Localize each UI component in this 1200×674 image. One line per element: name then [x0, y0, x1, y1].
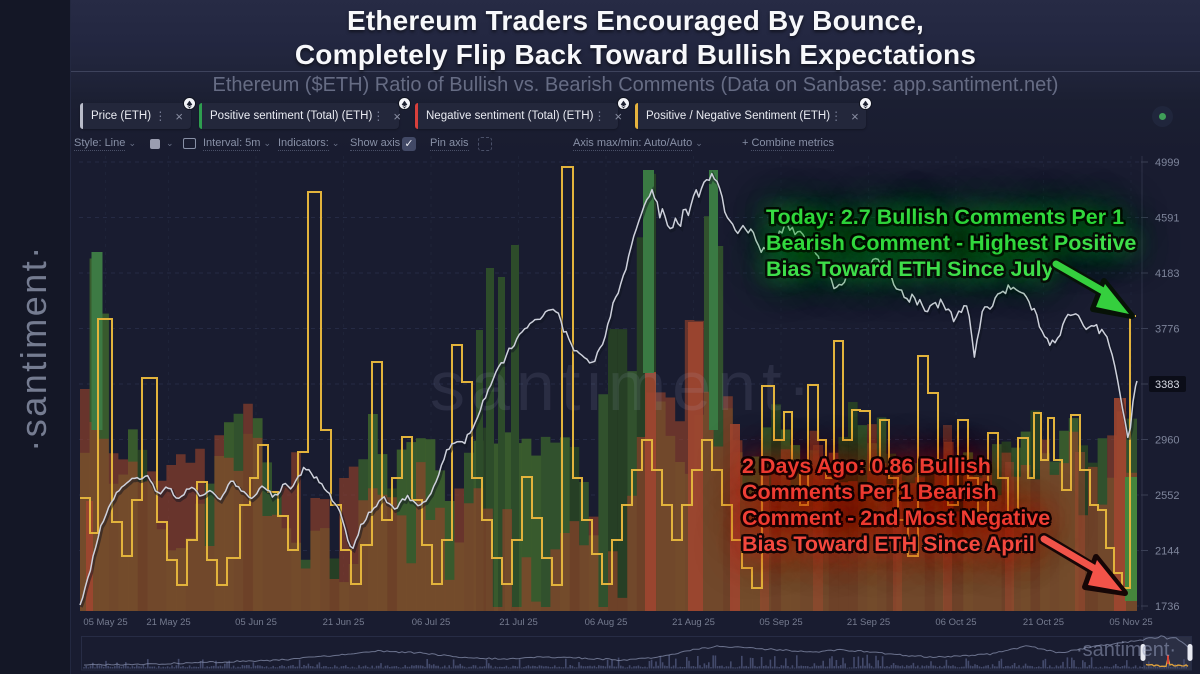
- svg-text:2960: 2960: [1155, 435, 1179, 447]
- svg-text:4183: 4183: [1155, 268, 1179, 280]
- svg-text:05 Nov 25: 05 Nov 25: [1109, 617, 1152, 628]
- svg-text:06 Jul 25: 06 Jul 25: [412, 617, 451, 628]
- svg-text:3383: 3383: [1155, 379, 1179, 391]
- svg-text:21 Aug 25: 21 Aug 25: [672, 617, 715, 628]
- svg-text:05 Sep 25: 05 Sep 25: [759, 617, 802, 628]
- svg-text:05 May 25: 05 May 25: [83, 617, 127, 628]
- svg-text:06 Aug 25: 06 Aug 25: [585, 617, 628, 628]
- svg-text:06 Oct 25: 06 Oct 25: [935, 617, 976, 628]
- svg-text:21 Oct 25: 21 Oct 25: [1023, 617, 1064, 628]
- svg-text:·santiment·: ·santiment·: [1076, 639, 1176, 661]
- svg-text:2144: 2144: [1155, 546, 1179, 558]
- svg-text:21 May 25: 21 May 25: [146, 617, 190, 628]
- svg-text:21 Jul 25: 21 Jul 25: [499, 617, 538, 628]
- svg-text:3776: 3776: [1155, 324, 1179, 336]
- svg-text:4999: 4999: [1155, 157, 1179, 169]
- svg-text:2552: 2552: [1155, 490, 1179, 502]
- svg-text:4591: 4591: [1155, 213, 1179, 225]
- svg-text:21 Jun 25: 21 Jun 25: [323, 617, 365, 628]
- svg-text:santiment·: santiment·: [430, 347, 817, 425]
- svg-text:05 Jun 25: 05 Jun 25: [235, 617, 277, 628]
- svg-text:21 Sep 25: 21 Sep 25: [847, 617, 890, 628]
- svg-text:1736: 1736: [1155, 601, 1179, 613]
